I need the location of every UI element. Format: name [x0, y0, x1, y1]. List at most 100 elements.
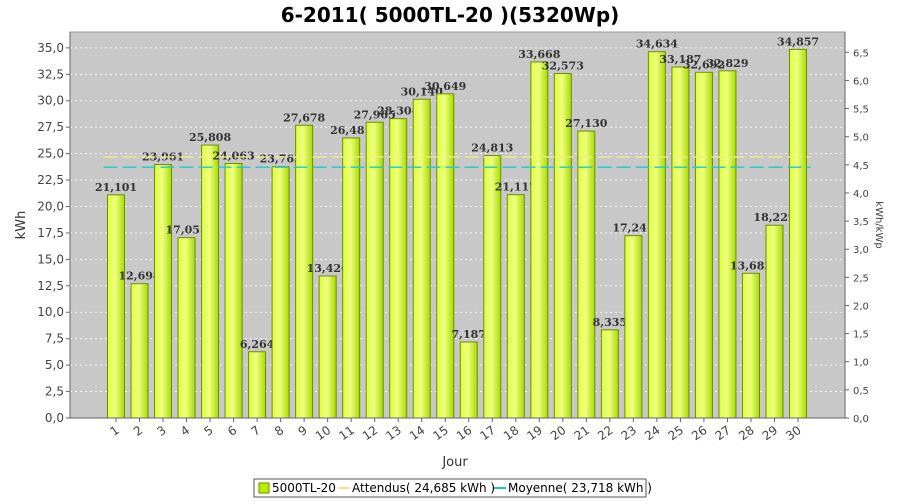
bar-value-label: 13,426	[307, 262, 349, 275]
bar-value-label: 32,573	[542, 60, 584, 73]
y-tick-label: 12,5	[37, 279, 64, 293]
bar-value-label: 26,481	[330, 124, 372, 137]
bar-value-label: 8,335	[593, 316, 627, 329]
bar-value-label: 25,808	[189, 131, 231, 144]
y-tick-label: 30,0	[37, 94, 64, 108]
x-tick-label: 20	[548, 423, 569, 443]
y2-tick-label: 0,0	[853, 414, 869, 425]
bar	[671, 66, 690, 419]
bar	[389, 118, 408, 419]
x-tick-label: 17	[477, 423, 498, 443]
y2-tick-label: 6,5	[853, 48, 869, 59]
y2-tick-label: 5,5	[853, 105, 869, 116]
y2-tick-label: 3,5	[853, 217, 869, 228]
x-tick-label: 2	[131, 423, 145, 439]
bar	[600, 329, 619, 419]
x-tick-label: 3	[154, 423, 168, 439]
y2-tick-label: 6,0	[853, 76, 869, 87]
y-tick-label: 7,5	[45, 332, 64, 346]
y-tick-label: 20,0	[37, 199, 64, 213]
y2-tick-label: 5,0	[853, 133, 869, 144]
bar-value-label: 33,187	[659, 53, 701, 66]
y2-axis-label: kWh/kWp	[873, 201, 884, 248]
bar	[154, 164, 173, 419]
bar-value-label: 32,692	[683, 58, 725, 71]
bar	[248, 351, 267, 419]
y2-tick-label: 1,0	[853, 358, 869, 369]
y-tick-label: 15,0	[37, 252, 64, 266]
x-tick-label: 30	[783, 423, 804, 443]
bar-value-label: 18,229	[753, 211, 795, 224]
y-tick-label: 27,5	[37, 120, 64, 134]
legend-box	[253, 478, 647, 498]
bar	[530, 61, 549, 419]
x-tick-label: 9	[296, 423, 310, 439]
bar-value-label: 34,857	[777, 35, 819, 48]
bar-value-label: 7,187	[452, 328, 486, 341]
bar	[459, 341, 478, 419]
bar	[765, 224, 784, 419]
bar-value-label: 28,304	[377, 105, 419, 118]
bar	[412, 98, 431, 419]
y2-tick-label: 0,5	[853, 386, 869, 397]
legend-label-series: 5000TL-20	[272, 481, 336, 495]
x-tick-label: 10	[313, 423, 334, 443]
x-tick-label: 4	[178, 423, 192, 439]
x-tick-label: 25	[666, 423, 687, 443]
bar	[506, 194, 525, 419]
x-tick-label: 27	[713, 423, 734, 443]
bar-value-label: 24,813	[471, 142, 513, 155]
bar-value-label: 33,668	[518, 48, 560, 61]
legend: 5000TL-20 Attendus( 24,685 kWh ) Moyenne( …	[253, 478, 652, 498]
x-tick-label: 13	[383, 423, 404, 443]
bar-value-label: 27,678	[283, 111, 325, 124]
y-tick-label: 0,0	[45, 411, 64, 425]
y2-tick-label: 4,0	[853, 189, 869, 200]
y-tick-label: 22,5	[37, 173, 64, 187]
y-tick-label: 35,0	[37, 41, 64, 55]
plot-area	[69, 31, 846, 419]
y2-tick-label: 4,5	[853, 161, 869, 172]
x-tick-label: 6	[225, 423, 239, 439]
legend-label-expected: Attendus( 24,685 kWh )	[352, 481, 495, 495]
bar-value-label: 21,117	[495, 181, 537, 194]
bar-value-label: 6,264	[240, 338, 275, 351]
y2-tick-label: 2,5	[853, 273, 869, 284]
bar-value-label: 27,965	[354, 108, 396, 121]
bar	[718, 70, 737, 419]
y-tick-label: 17,5	[37, 226, 64, 240]
chart-title: 6-2011( 5000TL-20 )(5320Wp)	[281, 3, 620, 27]
bar-value-label: 17,241	[612, 222, 654, 235]
bar	[318, 275, 337, 419]
bar	[342, 137, 361, 419]
x-tick-label: 16	[454, 423, 475, 443]
y-tick-label: 32,5	[37, 67, 64, 81]
x-tick-label: 5	[202, 423, 216, 439]
bar	[224, 163, 243, 419]
bar-value-label: 23,763	[260, 153, 302, 166]
bar-value-label: 24,063	[213, 150, 255, 163]
x-tick-label: 1	[107, 423, 121, 439]
x-tick-label: 21	[572, 423, 593, 443]
legend-label-average: Moyenne( 23,718 kWh )	[508, 481, 652, 495]
bar	[271, 166, 290, 419]
x-tick-label: 8	[272, 423, 286, 439]
x-tick-label: 22	[595, 423, 616, 443]
bar	[624, 235, 643, 419]
legend-swatch-bar	[258, 482, 270, 494]
bar-value-label: 30,649	[424, 80, 466, 93]
y2-tick-label: 3,0	[853, 245, 869, 256]
x-tick-label: 24	[642, 423, 663, 443]
x-tick-label: 23	[619, 423, 640, 443]
x-axis-label: Jour	[441, 455, 468, 470]
bar	[107, 194, 125, 419]
bar-value-label: 30,140	[401, 85, 443, 98]
x-tick-label: 28	[736, 423, 757, 443]
bar	[789, 48, 807, 419]
bar-value-label: 13,683	[730, 259, 772, 272]
x-tick-label: 14	[407, 423, 428, 443]
y2-tick-label: 2,0	[853, 301, 869, 312]
x-tick-label: 19	[524, 423, 545, 443]
x-tick-label: 11	[336, 423, 357, 443]
